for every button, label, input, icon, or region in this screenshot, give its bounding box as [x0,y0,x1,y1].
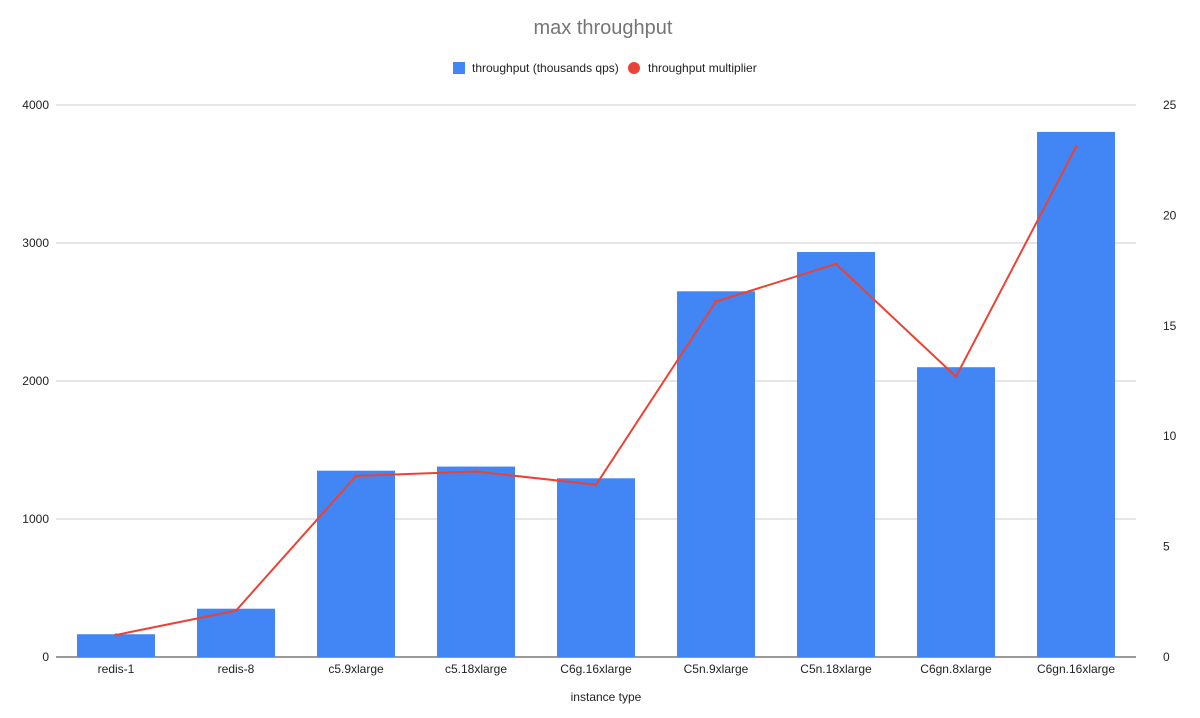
x-axis-ticks: redis-1 redis-8 c5.9xlarge c5.18xlarge C6g.1… [98,662,1116,676]
bar [797,251,875,657]
bar [77,634,155,657]
multiplier-point [234,609,238,613]
x-axis-tick-label: C5n.9xlarge [684,662,749,676]
legend-label-multiplier: throughput multiplier [648,61,757,75]
bar [557,478,635,657]
x-axis-tick-label: C5n.18xlarge [800,662,872,676]
x-axis-tick-label: c5.18xlarge [445,662,507,676]
multiplier-point [714,300,718,304]
multiplier-point [114,633,118,637]
right-axis-tick-label: 25 [1163,98,1177,112]
x-axis-tick-label: redis-1 [98,662,135,676]
right-axis-ticks: 0 5 10 15 20 25 [1163,98,1177,664]
multiplier-line-layer [114,145,1078,637]
x-axis-tick-label: c5.9xlarge [328,662,384,676]
right-axis-tick-label: 15 [1163,319,1177,333]
legend-label-throughput: throughput (thousands qps) [472,61,619,75]
bar [317,470,395,657]
left-axis-tick-label: 3000 [22,236,49,250]
left-axis-tick-label: 4000 [22,98,49,112]
right-axis-tick-label: 10 [1163,429,1177,443]
bar [1037,131,1115,657]
multiplier-point [954,375,958,379]
bar [677,291,755,657]
x-axis-title: instance type [571,690,642,704]
x-axis-tick-label: C6gn.16xlarge [1037,662,1115,676]
x-axis-tick-label: C6gn.8xlarge [920,662,992,676]
right-axis-tick-label: 20 [1163,208,1177,222]
bar [437,466,515,657]
left-axis-tick-label: 2000 [22,374,49,388]
left-axis-ticks: 0 1000 2000 3000 4000 [22,98,49,664]
legend-swatch-multiplier [628,62,640,74]
bars [77,131,1115,657]
chart-title: max throughput [534,17,673,39]
multiplier-point [594,483,598,487]
multiplier-point [1074,145,1078,149]
multiplier-point [834,262,838,266]
legend-swatch-throughput [453,62,465,74]
bar [917,367,995,657]
right-axis-tick-label: 5 [1163,540,1170,554]
left-axis-tick-label: 1000 [22,512,49,526]
x-axis-tick-label: C6g.16xlarge [560,662,632,676]
right-axis-tick-label: 0 [1163,650,1170,664]
left-axis-tick-label: 0 [42,650,49,664]
multiplier-point [354,474,358,478]
x-axis-tick-label: redis-8 [218,662,255,676]
legend: throughput (thousands qps) throughput mu… [453,61,757,75]
multiplier-point [474,470,478,474]
